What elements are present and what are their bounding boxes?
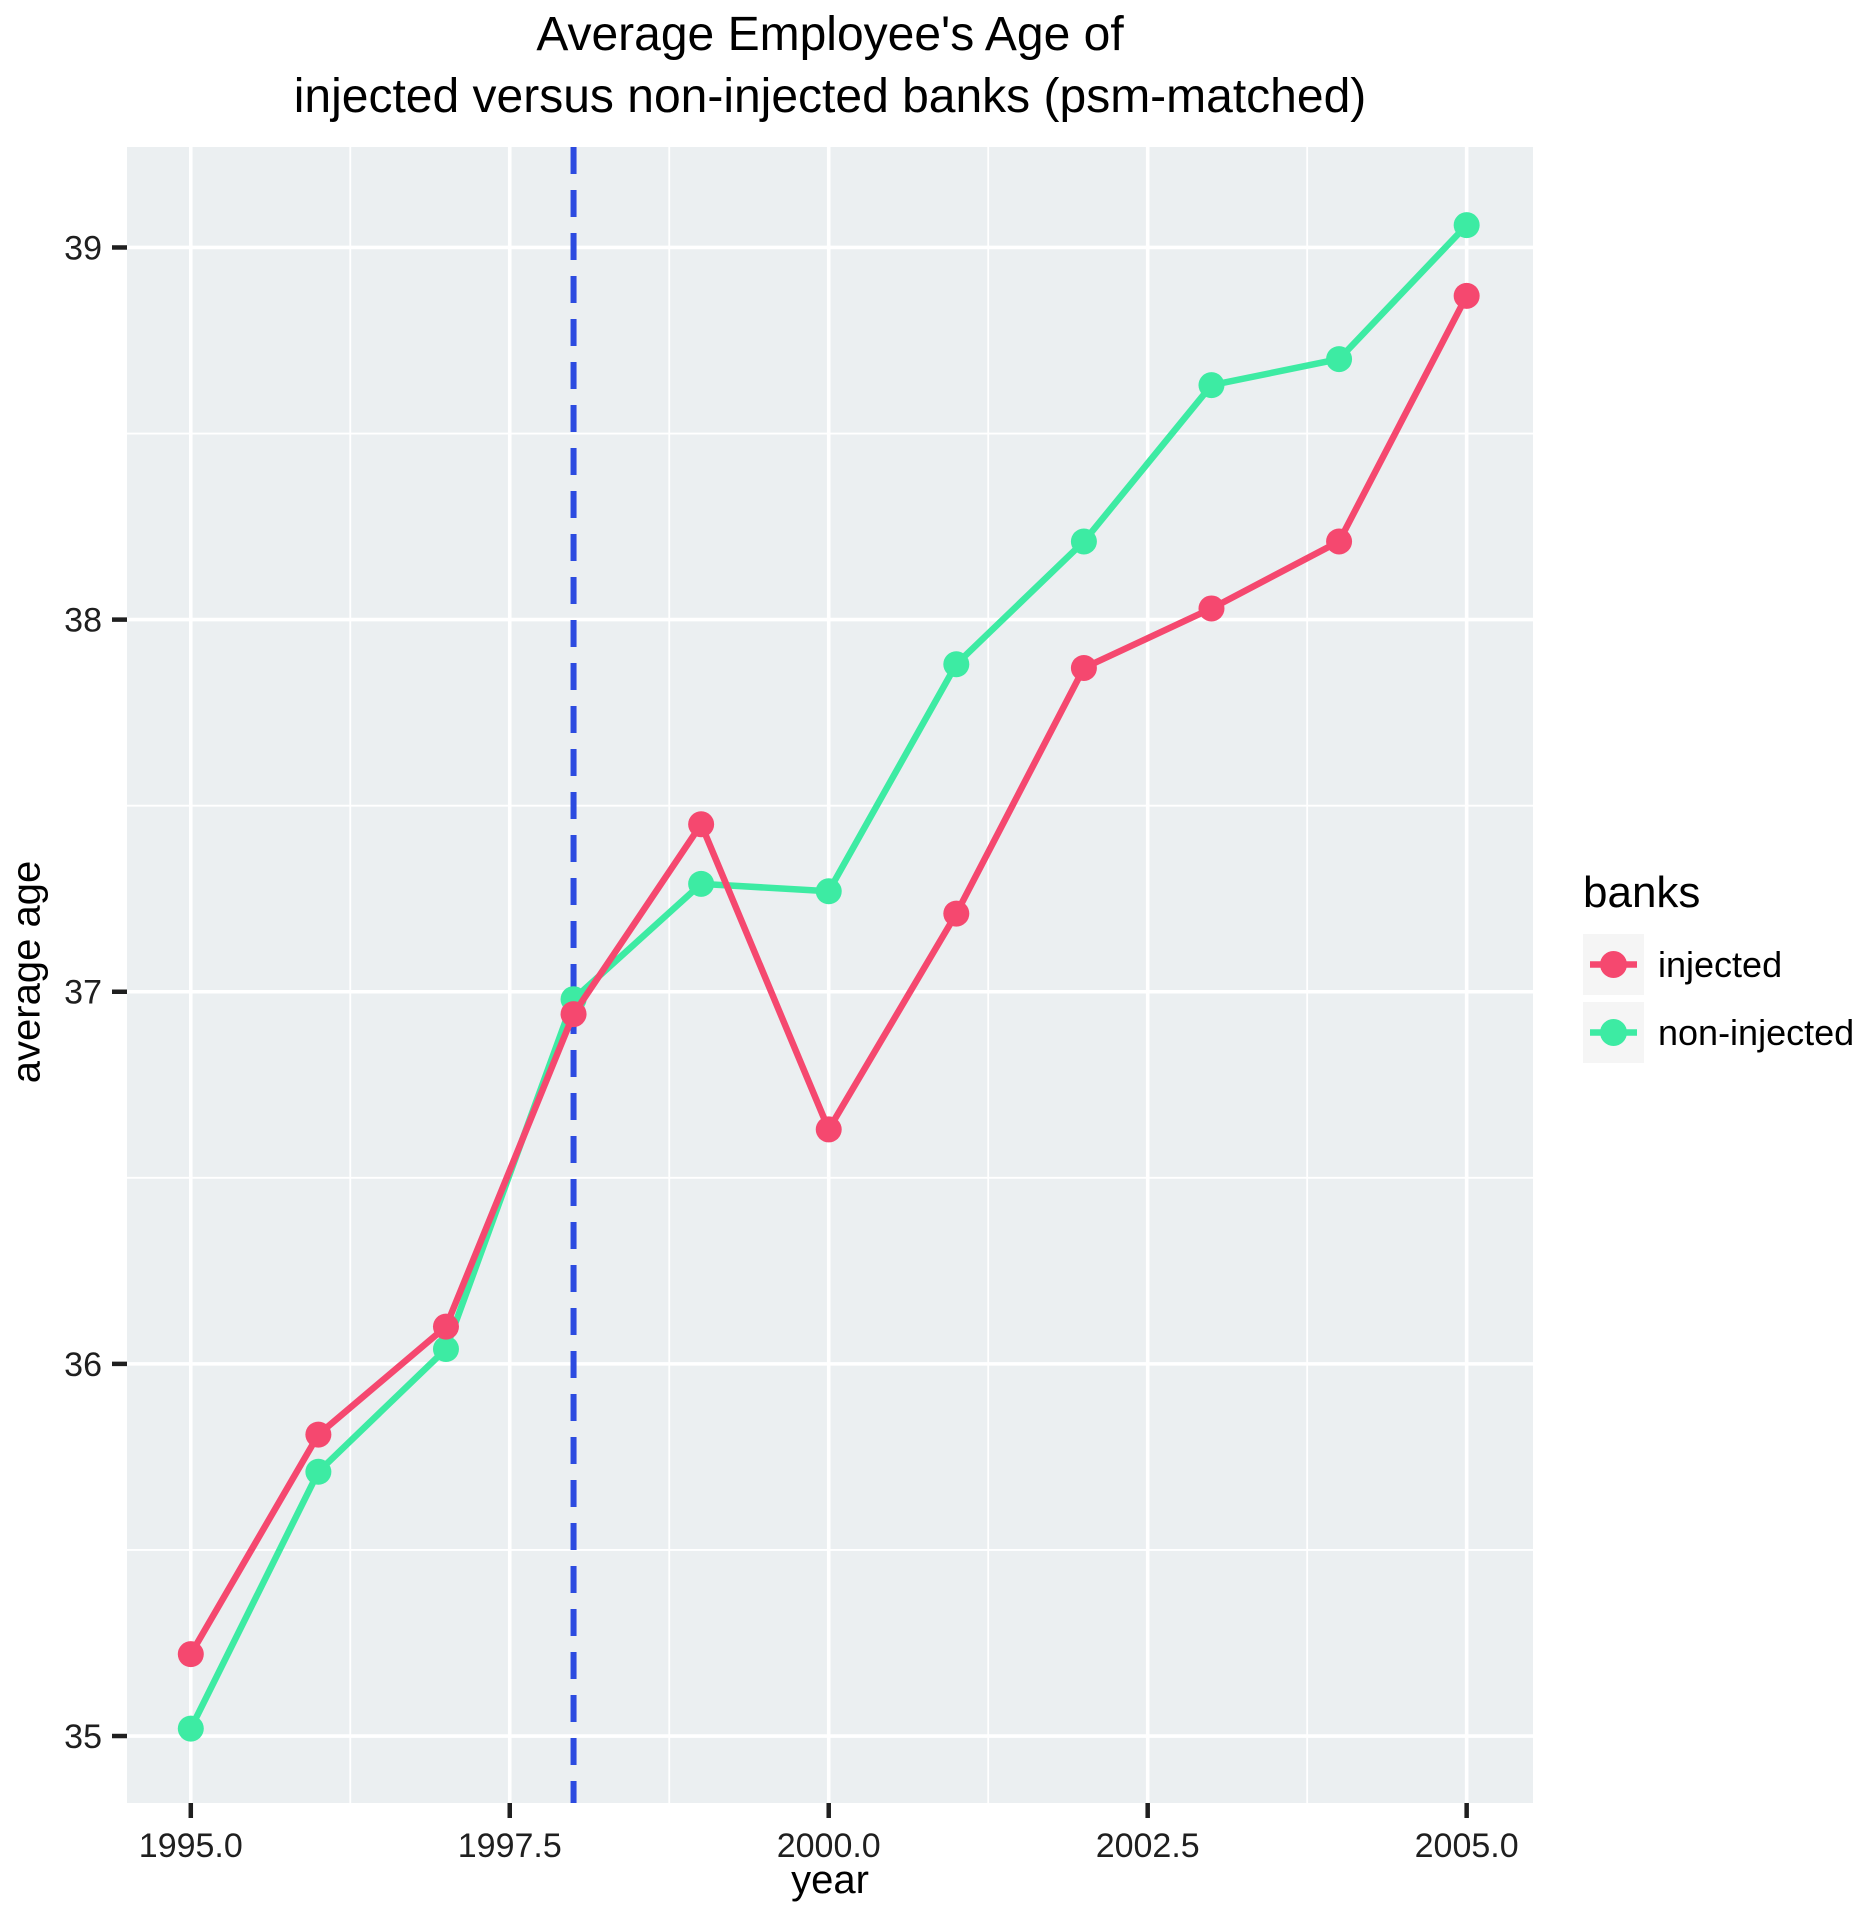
data-point-injected-2000	[815, 1116, 842, 1143]
chart-title-line2: injected versus non-injected banks (psm-…	[293, 70, 1367, 123]
data-point-injected-2001	[943, 900, 970, 927]
legend-label-injected: injected	[1658, 943, 1783, 985]
data-point-injected-2004	[1326, 528, 1353, 555]
chart-title-line1: Average Employee's Age of	[536, 8, 1124, 61]
x-tick-label: 2000.0	[777, 1827, 881, 1865]
legend-key-non-injected	[1583, 1002, 1644, 1063]
data-point-non-injected-2001	[943, 651, 970, 678]
data-point-injected-1997	[432, 1313, 459, 1340]
y-tick-label: 38	[64, 602, 102, 640]
data-point-non-injected-1995	[177, 1715, 204, 1742]
x-axis-title: year	[791, 1858, 869, 1902]
data-point-injected-2002	[1070, 654, 1097, 681]
data-point-non-injected-2000	[815, 878, 842, 905]
data-point-non-injected-1999	[688, 870, 715, 897]
data-point-injected-2005	[1453, 282, 1480, 309]
legend-key-injected	[1583, 934, 1644, 995]
data-point-non-injected-2003	[1198, 372, 1225, 399]
legend: banks injected non-injected	[1583, 868, 1854, 1070]
data-point-injected-1995	[177, 1641, 204, 1668]
x-tick-label: 2002.5	[1096, 1827, 1200, 1865]
data-point-injected-1999	[688, 811, 715, 838]
x-tick-label: 1997.5	[458, 1827, 562, 1865]
data-point-non-injected-1997	[432, 1335, 459, 1362]
data-point-injected-1996	[305, 1421, 332, 1448]
legend-label-non-injected: non-injected	[1658, 1011, 1855, 1053]
data-point-non-injected-2005	[1453, 212, 1480, 239]
data-point-non-injected-1996	[305, 1458, 332, 1485]
y-tick-label: 35	[64, 1718, 102, 1756]
legend-item-injected: injected	[1583, 934, 1854, 995]
x-tick-label: 2005.0	[1415, 1827, 1519, 1865]
y-tick-label: 39	[64, 229, 102, 267]
y-tick-label: 36	[64, 1346, 102, 1384]
legend-title: banks	[1583, 868, 1701, 917]
x-tick-label: 1995.0	[139, 1827, 243, 1865]
data-point-non-injected-2004	[1326, 346, 1353, 373]
data-point-non-injected-2002	[1070, 528, 1097, 555]
data-point-injected-1998	[560, 1001, 587, 1028]
legend-item-non-injected: non-injected	[1583, 1002, 1854, 1063]
legend-key-non-injected-glyph	[1590, 1019, 1637, 1046]
chart-title: Average Employee's Age of injected versu…	[127, 4, 1533, 128]
y-tick-label: 37	[64, 974, 102, 1012]
data-point-injected-2003	[1198, 595, 1225, 622]
legend-key-injected-glyph	[1590, 951, 1637, 978]
y-axis-title: average age	[4, 860, 49, 1084]
